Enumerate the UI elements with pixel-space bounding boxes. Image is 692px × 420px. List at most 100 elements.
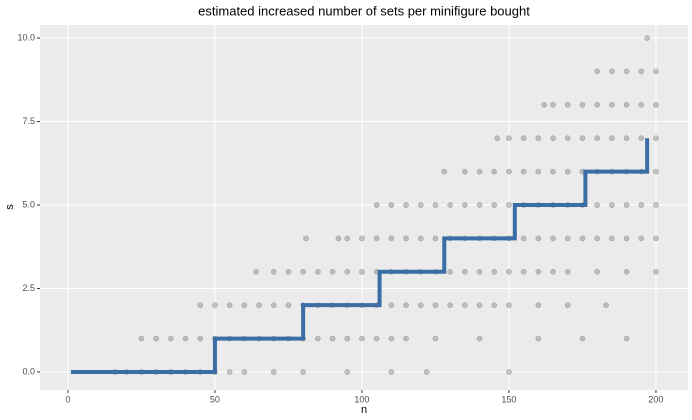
- point: [579, 101, 586, 108]
- y-tick-label: 5.0: [22, 199, 35, 209]
- y-tick-label: 10.0: [17, 32, 35, 42]
- y-axis-label: s: [4, 204, 16, 210]
- point: [270, 268, 277, 275]
- point: [550, 168, 556, 175]
- point: [594, 235, 601, 242]
- point: [447, 268, 453, 275]
- point: [594, 202, 601, 208]
- point: [182, 335, 189, 342]
- point: [403, 235, 409, 242]
- point: [535, 135, 542, 142]
- point: [226, 302, 233, 309]
- point: [653, 68, 659, 75]
- point: [344, 369, 351, 375]
- point: [270, 302, 277, 309]
- x-tick-label: 150: [501, 394, 516, 404]
- point: [520, 235, 527, 242]
- point: [535, 268, 542, 275]
- point: [506, 202, 512, 208]
- point: [335, 235, 342, 242]
- point: [623, 68, 630, 75]
- point: [359, 335, 365, 342]
- point: [432, 202, 439, 208]
- point: [644, 35, 650, 41]
- point: [344, 268, 351, 275]
- point: [506, 168, 512, 175]
- point: [535, 168, 542, 175]
- x-tick-label: 0: [65, 394, 70, 404]
- point: [476, 302, 483, 309]
- point: [594, 135, 601, 142]
- point: [432, 335, 439, 342]
- point: [653, 202, 659, 208]
- point: [359, 235, 365, 242]
- point: [550, 268, 556, 275]
- point: [388, 369, 395, 375]
- point: [461, 268, 468, 275]
- point: [300, 369, 306, 375]
- point: [653, 168, 659, 175]
- point: [638, 101, 645, 108]
- point: [520, 168, 527, 175]
- point: [535, 302, 542, 309]
- point: [432, 235, 439, 242]
- point: [623, 202, 630, 208]
- point: [653, 235, 659, 242]
- point: [506, 135, 512, 142]
- y-tick-label: 7.5: [22, 116, 35, 126]
- point: [609, 235, 615, 242]
- x-tick-label: 100: [354, 394, 369, 404]
- point: [494, 135, 501, 142]
- point: [300, 268, 306, 275]
- point: [520, 268, 527, 275]
- x-tick-label: 200: [648, 394, 663, 404]
- point: [373, 335, 380, 342]
- point: [359, 268, 365, 275]
- point: [403, 335, 409, 342]
- point: [403, 202, 409, 208]
- point: [623, 101, 630, 108]
- point: [564, 168, 571, 175]
- point: [603, 302, 609, 309]
- point: [564, 101, 571, 108]
- point: [403, 302, 409, 309]
- point: [447, 302, 453, 309]
- point: [373, 235, 380, 242]
- point: [579, 135, 586, 142]
- point: [653, 135, 659, 142]
- point: [388, 302, 395, 309]
- point: [609, 68, 615, 75]
- point: [373, 202, 380, 208]
- point: [541, 101, 548, 108]
- point: [417, 202, 424, 208]
- point: [432, 302, 439, 309]
- point: [579, 335, 586, 342]
- point: [344, 235, 351, 242]
- point: [476, 202, 483, 208]
- point: [491, 168, 498, 175]
- point: [329, 335, 336, 342]
- point: [623, 268, 630, 275]
- point: [550, 135, 556, 142]
- point: [623, 335, 630, 342]
- point: [564, 268, 571, 275]
- point: [653, 101, 659, 108]
- point: [638, 135, 645, 142]
- point: [564, 135, 571, 142]
- point: [491, 302, 498, 309]
- point: [638, 202, 645, 208]
- point: [550, 235, 556, 242]
- x-tick-label: 50: [210, 394, 220, 404]
- point: [506, 302, 512, 309]
- point: [520, 135, 527, 142]
- point: [344, 335, 351, 342]
- point: [535, 335, 542, 342]
- point: [638, 235, 645, 242]
- point: [388, 235, 395, 242]
- point: [476, 335, 483, 342]
- point: [167, 335, 174, 342]
- point: [285, 302, 292, 309]
- point: [579, 235, 586, 242]
- point: [609, 135, 615, 142]
